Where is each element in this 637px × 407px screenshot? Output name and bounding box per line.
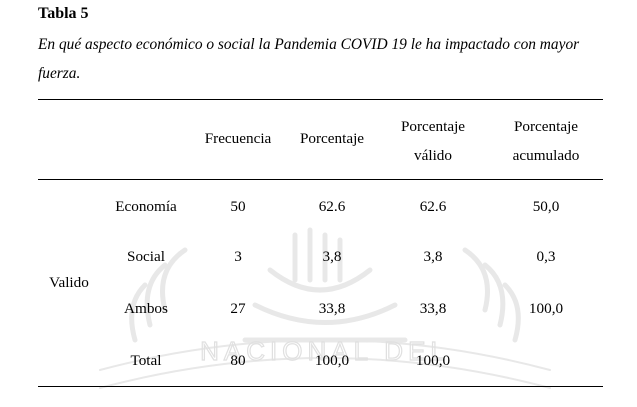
cell-porcentaje-acumulado: 100,0 xyxy=(528,300,564,317)
table-number: Tabla 5 xyxy=(38,5,89,22)
table-header-rule xyxy=(38,179,603,180)
cell-porcentaje-valido: 62.6 xyxy=(419,198,447,215)
header-porcentaje-valido-line2: válido xyxy=(414,147,452,164)
header-frecuencia: Frecuencia xyxy=(204,130,272,147)
cell-porcentaje: 62.6 xyxy=(318,198,346,215)
cell-frecuencia: 3 xyxy=(234,248,242,265)
cell-frecuencia: 50 xyxy=(230,198,246,215)
row-label-social: Social xyxy=(127,248,165,265)
header-porcentaje-valido-line1: Porcentaje xyxy=(400,118,466,135)
row-label-total: Total xyxy=(130,352,162,369)
cell-frecuencia: 27 xyxy=(230,300,246,317)
cell-porcentaje: 33,8 xyxy=(318,300,346,317)
row-label-economia: Economía xyxy=(115,198,177,215)
cell-porcentaje: 3,8 xyxy=(322,248,342,265)
table-title: En qué aspecto económico o social la Pan… xyxy=(38,36,580,82)
table-top-rule xyxy=(38,99,603,100)
cell-porcentaje-valido: 33,8 xyxy=(419,300,447,317)
header-porcentaje-acumulado-line1: Porcentaje xyxy=(513,118,579,135)
cell-frecuencia: 80 xyxy=(230,352,246,369)
cell-porcentaje-acumulado: 50,0 xyxy=(532,198,560,215)
group-label-valido: Valido xyxy=(49,274,89,291)
header-porcentaje-acumulado-line2: acumulado xyxy=(512,147,580,164)
cell-porcentaje: 100,0 xyxy=(314,352,350,369)
cell-porcentaje-valido: 100,0 xyxy=(415,352,451,369)
cell-porcentaje-acumulado: 0,3 xyxy=(536,248,556,265)
table-bottom-rule xyxy=(38,386,603,387)
cell-porcentaje-valido: 3,8 xyxy=(423,248,443,265)
header-porcentaje: Porcentaje xyxy=(299,130,365,147)
row-label-ambos: Ambos xyxy=(124,300,168,317)
